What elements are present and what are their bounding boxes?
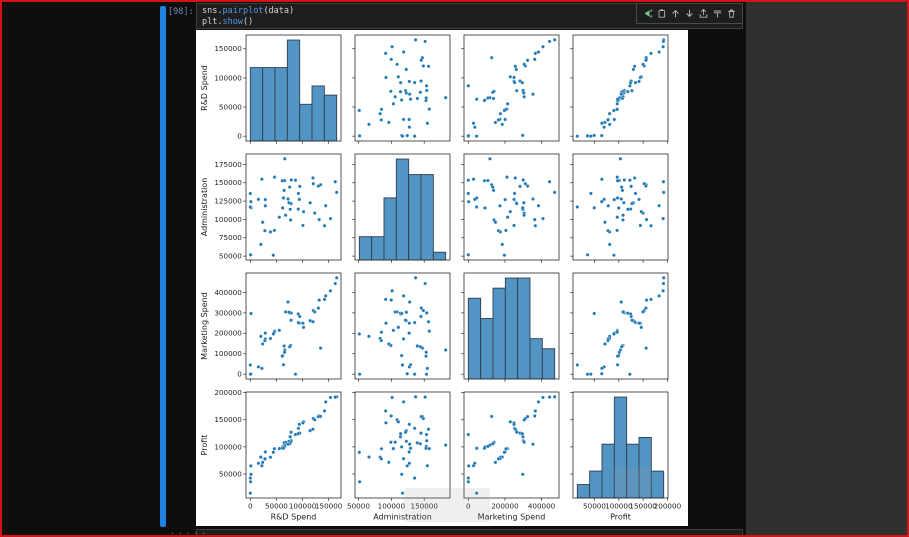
pending-cell-dots: ..... <box>170 527 210 536</box>
copy-cell-icon <box>658 9 665 18</box>
cell-focus-bar[interactable] <box>160 6 166 527</box>
svg-text:Profit: Profit <box>610 513 631 522</box>
next-cell-editor[interactable]: # importing data <box>196 529 743 537</box>
svg-text:50000: 50000 <box>219 469 242 478</box>
arrow-up-icon <box>672 10 679 18</box>
svg-text:200000: 200000 <box>654 502 682 511</box>
code-token: () <box>242 17 254 27</box>
svg-text:150000: 150000 <box>315 502 343 511</box>
cell-type-icon <box>714 10 722 18</box>
svg-text:100000: 100000 <box>214 349 242 358</box>
svg-text:200000: 200000 <box>491 502 519 511</box>
code-token: (data) <box>263 6 295 16</box>
svg-text:0: 0 <box>237 370 242 379</box>
svg-text:150000: 150000 <box>214 44 242 53</box>
svg-text:50000: 50000 <box>583 502 606 511</box>
arrow-down-icon <box>686 9 693 17</box>
svg-text:50000: 50000 <box>265 502 288 511</box>
right-panel-background <box>746 0 909 537</box>
svg-text:0: 0 <box>237 132 242 141</box>
svg-text:0: 0 <box>466 502 471 511</box>
change-cell-type-button[interactable] <box>712 8 724 20</box>
svg-text:125000: 125000 <box>214 197 242 206</box>
watermark <box>614 468 652 496</box>
svg-text:50000: 50000 <box>347 502 370 511</box>
svg-text:100000: 100000 <box>289 502 317 511</box>
svg-text:150000: 150000 <box>214 415 242 424</box>
svg-text:0: 0 <box>248 502 253 511</box>
figure-output: 0 50000 100000 150000 R&D Spend 50000 75000 100… <box>196 30 688 526</box>
svg-text:100000: 100000 <box>214 442 242 451</box>
svg-text:50000: 50000 <box>219 102 242 111</box>
svg-text:300000: 300000 <box>214 308 242 317</box>
cell-toolbar <box>636 3 743 24</box>
watermark <box>404 488 490 522</box>
export-icon <box>699 9 708 18</box>
svg-text:50000: 50000 <box>219 252 242 261</box>
code-token-function: show <box>222 17 243 27</box>
execution-count: [98]: <box>168 7 194 17</box>
code-line-1: sns.pairplot(data) <box>202 6 737 17</box>
run-cell-icon <box>644 9 652 18</box>
code-token: plt. <box>202 17 223 27</box>
move-cell-up-button[interactable] <box>669 8 681 20</box>
svg-text:200000: 200000 <box>214 329 242 338</box>
svg-text:Administration: Administration <box>373 513 432 522</box>
svg-text:400000: 400000 <box>528 502 556 511</box>
svg-text:100000: 100000 <box>214 215 242 224</box>
copy-cell-button[interactable] <box>655 8 667 20</box>
code-token-function: pairplot <box>222 6 264 16</box>
export-cell-button[interactable] <box>698 8 710 20</box>
code-line-2: plt.show() <box>202 17 737 28</box>
svg-text:Marketing Spend: Marketing Spend <box>478 513 546 522</box>
trash-icon <box>728 9 736 18</box>
svg-text:400000: 400000 <box>214 288 242 297</box>
svg-text:150000: 150000 <box>629 502 657 511</box>
svg-text:100000: 100000 <box>605 502 633 511</box>
svg-text:150000: 150000 <box>214 178 242 187</box>
svg-text:150000: 150000 <box>411 502 439 511</box>
svg-text:R&D Spend: R&D Spend <box>200 65 209 111</box>
delete-cell-button[interactable] <box>726 8 738 20</box>
svg-text:100000: 100000 <box>214 73 242 82</box>
move-cell-down-button[interactable] <box>683 8 695 20</box>
svg-text:Profit: Profit <box>200 435 209 456</box>
svg-text:Marketing Spend: Marketing Spend <box>200 292 209 360</box>
svg-text:175000: 175000 <box>214 160 242 169</box>
svg-text:200000: 200000 <box>214 388 242 397</box>
svg-text:Administration: Administration <box>200 178 209 237</box>
svg-text:R&D Spend: R&D Spend <box>271 513 317 522</box>
code-token: sns. <box>202 6 223 16</box>
svg-text:100000: 100000 <box>378 502 406 511</box>
svg-text:75000: 75000 <box>219 233 242 242</box>
run-cell-button[interactable] <box>641 8 653 20</box>
